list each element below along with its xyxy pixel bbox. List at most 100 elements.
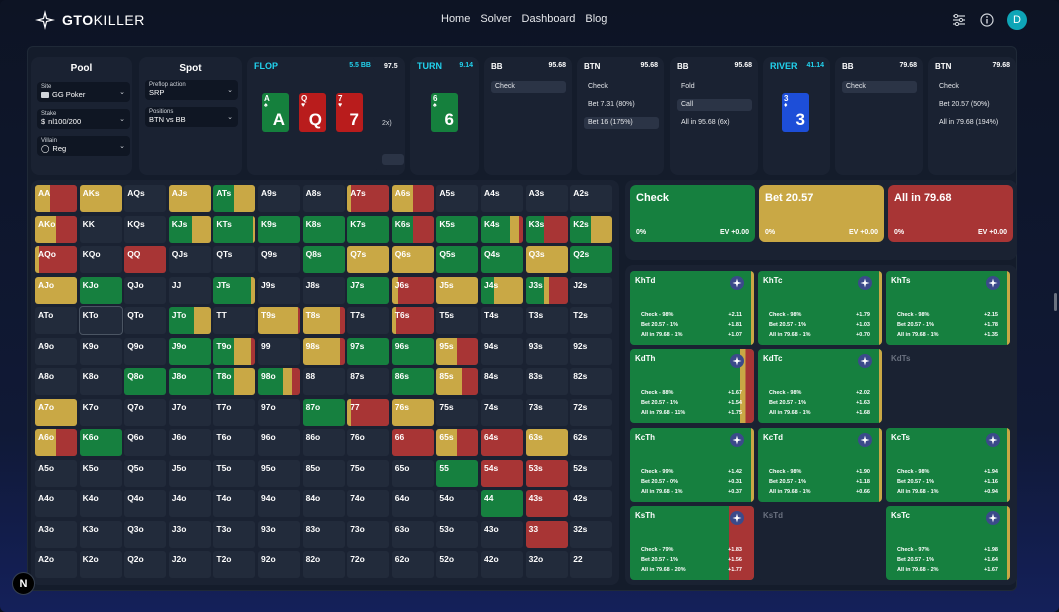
hand-cell-K4o[interactable]: K4o: [79, 490, 122, 517]
hand-cell-74o[interactable]: 74o: [347, 490, 390, 517]
hand-cell-T6o[interactable]: T6o: [213, 429, 256, 456]
hand-cell-85o[interactable]: 85o: [302, 459, 345, 487]
hand-cell-64o[interactable]: 64o: [391, 490, 434, 517]
hand-cell-J4s[interactable]: J4s: [481, 276, 523, 304]
hand-cell-73s[interactable]: 73s: [525, 398, 568, 426]
river-bb-check[interactable]: Check: [842, 81, 917, 93]
hand-cell-42o[interactable]: 42o: [481, 551, 523, 578]
hand-cell-97o[interactable]: 97o: [258, 398, 300, 426]
hand-cell-32o[interactable]: 32o: [525, 551, 568, 578]
hand-cell-KTs[interactable]: KTs: [213, 215, 256, 243]
hand-cell-QJs[interactable]: QJs: [168, 246, 211, 273]
hand-cell-J7o[interactable]: J7o: [168, 398, 211, 426]
hand-cell-J6o[interactable]: J6o: [168, 429, 211, 456]
hand-cell-98s[interactable]: 98s: [302, 337, 345, 365]
action-summary-2[interactable]: All in 79.68 0% EV +0.00: [888, 185, 1013, 242]
hand-cell-KQo[interactable]: KQo: [79, 246, 122, 273]
corner-badge[interactable]: N: [12, 572, 35, 595]
turn-btn-check[interactable]: Check: [588, 83, 608, 90]
solver-icon[interactable]: [986, 511, 1000, 525]
hand-cell-92o[interactable]: 92o: [258, 551, 300, 578]
hand-cell-J9s[interactable]: J9s: [258, 276, 300, 304]
hand-cell-T2s[interactable]: T2s: [570, 307, 613, 334]
hand-cell-A9o[interactable]: A9o: [35, 337, 77, 365]
solver-icon[interactable]: [730, 276, 744, 290]
hand-cell-83o[interactable]: 83o: [302, 520, 345, 548]
hand-cell-Q8s[interactable]: Q8s: [302, 246, 345, 273]
hand-cell-53o[interactable]: 53o: [436, 520, 479, 548]
hand-cell-Q6s[interactable]: Q6s: [391, 246, 434, 273]
hand-cell-94o[interactable]: 94o: [258, 490, 300, 517]
hand-cell-J2o[interactable]: J2o: [168, 551, 211, 578]
hand-cell-96s[interactable]: 96s: [391, 337, 434, 365]
hand-cell-98o[interactable]: 98o: [258, 368, 300, 395]
hand-cell-76o[interactable]: 76o: [347, 429, 390, 456]
hand-cell-J5o[interactable]: J5o: [168, 459, 211, 487]
turn-btn-bet-big[interactable]: Bet 16 (175%): [584, 117, 659, 129]
hand-cell-99[interactable]: 99: [258, 337, 300, 365]
hand-cell-AJs[interactable]: AJs: [168, 185, 211, 212]
hand-cell-Q7s[interactable]: Q7s: [347, 246, 390, 273]
river-btn-check[interactable]: Check: [939, 83, 959, 90]
logo[interactable]: GTOKILLER: [34, 9, 145, 31]
hand-cell-K9s[interactable]: K9s: [258, 215, 300, 243]
solver-icon[interactable]: [858, 354, 872, 368]
hand-cell-22[interactable]: 22: [570, 551, 613, 578]
hand-cell-63o[interactable]: 63o: [391, 520, 434, 548]
hand-cell-QQ[interactable]: QQ: [124, 246, 167, 273]
hand-cell-44[interactable]: 44: [481, 490, 523, 517]
positions-select[interactable]: Positions BTN vs BB ⌄: [145, 107, 238, 127]
hand-cell-J7s[interactable]: J7s: [347, 276, 390, 304]
hand-cell-88[interactable]: 88: [302, 368, 345, 395]
hand-cell-Q4o[interactable]: Q4o: [124, 490, 167, 517]
hand-cell-AKo[interactable]: AKo: [35, 215, 77, 243]
hand-cell-KJo[interactable]: KJo: [79, 276, 122, 304]
hand-cell-A6s[interactable]: A6s: [391, 185, 434, 212]
hand-cell-54o[interactable]: 54o: [436, 490, 479, 517]
hand-cell-43o[interactable]: 43o: [481, 520, 523, 548]
combo-card-KhTd[interactable]: KhTd Check - 98% +2.11 Bet 20.57 - 1% +1.81 A…: [630, 271, 754, 345]
hand-cell-K2o[interactable]: K2o: [79, 551, 122, 578]
hand-cell-TT[interactable]: TT: [213, 307, 256, 334]
hand-cell-96o[interactable]: 96o: [258, 429, 300, 456]
combo-card-KcTs[interactable]: KcTs Check - 98% +1.94 Bet 20.57 - 1% +1.16 A…: [886, 428, 1010, 502]
hand-cell-KJs[interactable]: KJs: [168, 215, 211, 243]
hand-cell-33[interactable]: 33: [525, 520, 568, 548]
hand-cell-K6s[interactable]: K6s: [391, 215, 434, 243]
nav-home[interactable]: Home: [441, 13, 471, 25]
hand-cell-T9o[interactable]: T9o: [213, 337, 256, 365]
hand-cell-AQo[interactable]: AQo: [35, 246, 77, 273]
turn-btn-bet-small[interactable]: Bet 7.31 (80%): [588, 101, 635, 108]
combo-card-KdTc[interactable]: KdTc Check - 98% +2.02 Bet 20.57 - 1% +1.63 A…: [758, 349, 882, 423]
hand-cell-Q9s[interactable]: Q9s: [258, 246, 300, 273]
hand-cell-63s[interactable]: 63s: [525, 429, 568, 456]
hand-cell-86s[interactable]: 86s: [391, 368, 434, 395]
hand-cell-87o[interactable]: 87o: [302, 398, 345, 426]
site-select[interactable]: Site GG Poker ⌄: [37, 82, 130, 102]
hand-cell-JJ[interactable]: JJ: [168, 276, 211, 304]
hand-cell-86o[interactable]: 86o: [302, 429, 345, 456]
solver-icon[interactable]: [730, 433, 744, 447]
hand-cell-A4o[interactable]: A4o: [35, 490, 77, 517]
hand-cell-J2s[interactable]: J2s: [570, 276, 613, 304]
hand-cell-92s[interactable]: 92s: [570, 337, 613, 365]
hand-cell-52o[interactable]: 52o: [436, 551, 479, 578]
hand-cell-A2o[interactable]: A2o: [35, 551, 77, 578]
hand-cell-74s[interactable]: 74s: [481, 398, 523, 426]
hand-cell-97s[interactable]: 97s: [347, 337, 390, 365]
hand-cell-AKs[interactable]: AKs: [79, 185, 122, 212]
combo-card-KcTh[interactable]: KcTh Check - 99% +1.42 Bet 20.57 - 0% +0.31 A…: [630, 428, 754, 502]
hand-cell-K3o[interactable]: K3o: [79, 520, 122, 548]
hand-cell-75s[interactable]: 75s: [436, 398, 479, 426]
turn-bb2-call[interactable]: Call: [677, 99, 752, 111]
hand-cell-J3o[interactable]: J3o: [168, 520, 211, 548]
hand-cell-65s[interactable]: 65s: [436, 429, 479, 456]
flop-card[interactable]: FLOP 5.5 BB A ♠ A Q ♥ Q 7 ♥ 7: [247, 57, 377, 175]
hand-cell-82s[interactable]: 82s: [570, 368, 613, 395]
hand-cell-84o[interactable]: 84o: [302, 490, 345, 517]
hand-cell-KK[interactable]: KK: [79, 215, 122, 243]
solver-icon[interactable]: [986, 433, 1000, 447]
hand-cell-QTs[interactable]: QTs: [213, 246, 256, 273]
hand-cell-76s[interactable]: 76s: [391, 398, 434, 426]
hand-cell-J3s[interactable]: J3s: [525, 276, 568, 304]
